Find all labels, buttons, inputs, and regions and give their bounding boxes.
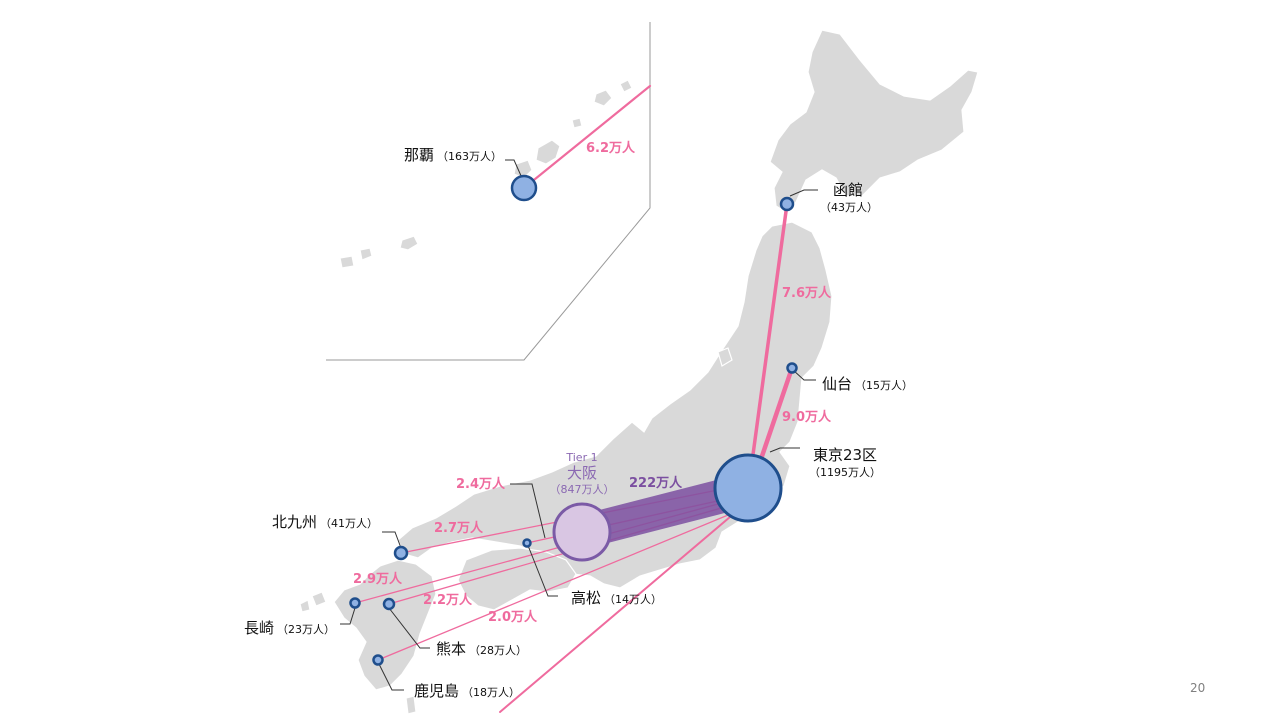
city-name: 函館 <box>832 181 863 199</box>
route-sendai <box>757 365 795 465</box>
leader-lines <box>340 159 818 691</box>
okinawa-inset-border <box>326 22 651 361</box>
label-osaka: Tier 1 大阪 （847万人） <box>548 452 616 495</box>
flow-kagoshima: 2.0万人 <box>488 610 538 625</box>
japan-land <box>299 29 979 715</box>
node-takamatsu <box>522 538 532 548</box>
city-name: 那覇 <box>404 146 435 164</box>
city-population: （847万人） <box>549 483 615 496</box>
node-hakodate <box>779 196 795 212</box>
node-tokyo <box>713 453 783 523</box>
label-nagasaki: 長崎 （23万人） <box>244 620 335 636</box>
route-offshore <box>499 499 751 713</box>
flow-kitakyushu: 2.7万人 <box>434 521 484 536</box>
label-naha: 那覇 （163万人） <box>404 147 502 163</box>
label-kitakyushu: 北九州 （41万人） <box>272 514 378 530</box>
flow-hakodate: 7.6万人 <box>782 286 832 301</box>
city-nodes <box>349 174 798 666</box>
node-kitakyushu <box>393 545 409 561</box>
label-tokyo: 東京23区 （1195万人） <box>806 446 884 479</box>
label-takamatsu: 高松 （14万人） <box>571 590 662 606</box>
flow-takamatsu: 2.4万人 <box>456 477 506 492</box>
page-number: 20 <box>1190 681 1206 695</box>
label-kagoshima: 鹿児島 （18万人） <box>414 683 520 699</box>
city-population: （15万人） <box>855 379 914 392</box>
okinawa-islands <box>339 79 633 269</box>
flow-nagasaki: 2.9万人 <box>353 572 403 587</box>
flow-naha: 6.2万人 <box>586 141 636 156</box>
tier-label: Tier 1 <box>566 451 598 464</box>
node-nagasaki <box>349 597 361 609</box>
city-name: 熊本 <box>436 640 467 658</box>
city-population: （18万人） <box>462 686 521 699</box>
city-name: 長崎 <box>244 619 275 637</box>
route-kagoshima <box>377 507 746 661</box>
node-kumamoto <box>382 597 396 611</box>
city-population: （23万人） <box>277 623 336 636</box>
city-name: 鹿児島 <box>414 682 460 700</box>
flow-kumamoto: 2.2万人 <box>423 593 473 608</box>
city-population: （163万人） <box>437 150 503 163</box>
route-naha <box>522 84 652 190</box>
shikoku <box>457 547 577 611</box>
city-population: （1195万人） <box>809 466 881 479</box>
city-population: （43万人） <box>820 201 878 214</box>
hokkaido <box>769 29 979 213</box>
label-hakodate: 函館 （43万人） <box>820 181 878 214</box>
route-hakodate <box>750 202 789 464</box>
label-sendai: 仙台 （15万人） <box>822 376 913 392</box>
node-sendai <box>786 362 798 374</box>
flow-osaka: 222万人 <box>629 476 683 491</box>
flow-sendai: 9.0万人 <box>782 410 832 425</box>
city-name: 大阪 <box>566 464 597 482</box>
label-kumamoto: 熊本 （28万人） <box>436 641 527 657</box>
node-naha <box>510 174 538 202</box>
city-population: （14万人） <box>604 593 663 606</box>
city-population: （28万人） <box>469 644 528 657</box>
city-name: 高松 <box>571 589 602 607</box>
city-name: 仙台 <box>822 375 853 393</box>
city-population: （41万人） <box>320 517 379 530</box>
city-name: 東京23区 <box>812 446 878 464</box>
node-kagoshima <box>372 654 384 666</box>
node-osaka <box>552 502 612 562</box>
city-name: 北九州 <box>272 513 318 531</box>
